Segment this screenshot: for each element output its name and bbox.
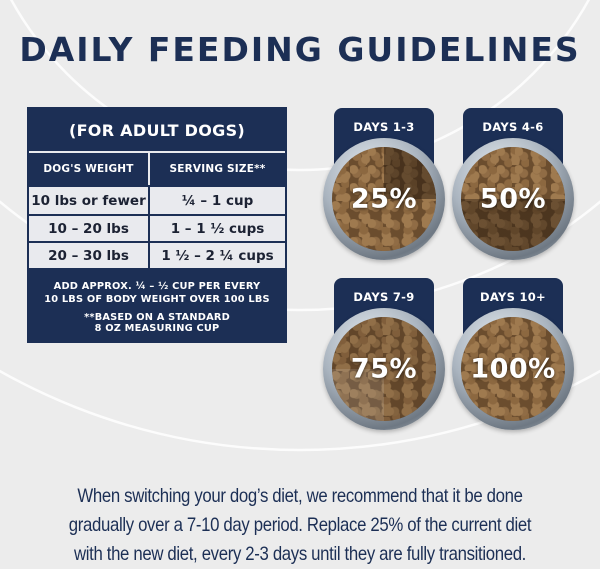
serving-cell: 1 ½ – 2 ¼ cups — [150, 241, 285, 268]
phase-label: DAYS 1-3 — [353, 120, 415, 134]
weight-cell: 20 – 30 lbs — [29, 241, 150, 268]
table-row: 10 – 20 lbs 1 – 1 ½ cups — [29, 214, 285, 241]
phase-label: DAYS 7-9 — [353, 290, 415, 304]
transition-instructions: When switching your dog’s diet, we recom… — [42, 482, 558, 569]
transition-line-2: gradually over a 7-10 day period. Replac… — [68, 514, 532, 536]
weight-cell: 10 – 20 lbs — [29, 214, 150, 241]
large-dog-note-line2: 10 LBS OF BODY WEIGHT OVER 100 LBS — [44, 294, 270, 305]
phase-days-4-6: DAYS 4-6 50% — [449, 108, 579, 288]
table-footer: ADD APPROX. ¼ – ½ CUP PER EVERY 10 LBS O… — [29, 268, 285, 334]
large-dog-note-line1: ADD APPROX. ¼ – ½ CUP PER EVERY — [53, 281, 261, 292]
percent-label: 100% — [470, 353, 556, 385]
food-bowl-icon: 75% — [323, 308, 445, 430]
weight-cell: 10 lbs or fewer — [29, 185, 150, 214]
table-row: 20 – 30 lbs 1 ½ – 2 ¼ cups — [29, 241, 285, 268]
column-header-serving: SERVING SIZE** — [169, 163, 266, 175]
page-title: DAILY FEEDING GUIDELINES — [19, 30, 581, 69]
measuring-cup-note: **BASED ON A STANDARD 8 OZ MEASURING CUP — [29, 312, 285, 334]
phase-days-1-3: DAYS 1-3 25% — [320, 108, 450, 288]
serving-cell: ¼ – 1 cup — [150, 185, 285, 214]
percent-label: 25% — [350, 183, 418, 215]
serving-cell: 1 – 1 ½ cups — [150, 214, 285, 241]
phase-days-7-9: DAYS 7-9 75% — [320, 278, 450, 458]
phase-label: DAYS 4-6 — [482, 120, 544, 134]
table-header-row: DOG'S WEIGHT SERVING SIZE** — [29, 153, 285, 185]
transition-line-1: When switching your dog’s diet, we recom… — [77, 485, 523, 507]
food-bowl-icon: 25% — [323, 138, 445, 260]
percent-label: 75% — [350, 353, 418, 385]
table-caption: (FOR ADULT DOGS) — [29, 109, 285, 153]
measuring-cup-note-line2: 8 OZ MEASURING CUP — [94, 323, 220, 334]
table-row: 10 lbs or fewer ¼ – 1 cup — [29, 185, 285, 214]
column-header-weight: DOG'S WEIGHT — [29, 153, 150, 185]
transition-line-3: with the new diet, every 2-3 days until … — [73, 543, 527, 565]
phase-label: DAYS 10+ — [480, 290, 546, 304]
percent-label: 50% — [479, 183, 547, 215]
phase-days-10-plus: DAYS 10+ 100% — [449, 278, 579, 458]
food-bowl-icon: 100% — [452, 308, 574, 430]
measuring-cup-note-line1: **BASED ON A STANDARD — [84, 312, 230, 323]
food-bowl-icon: 50% — [452, 138, 574, 260]
feeding-table: (FOR ADULT DOGS) DOG'S WEIGHT SERVING SI… — [27, 107, 287, 343]
